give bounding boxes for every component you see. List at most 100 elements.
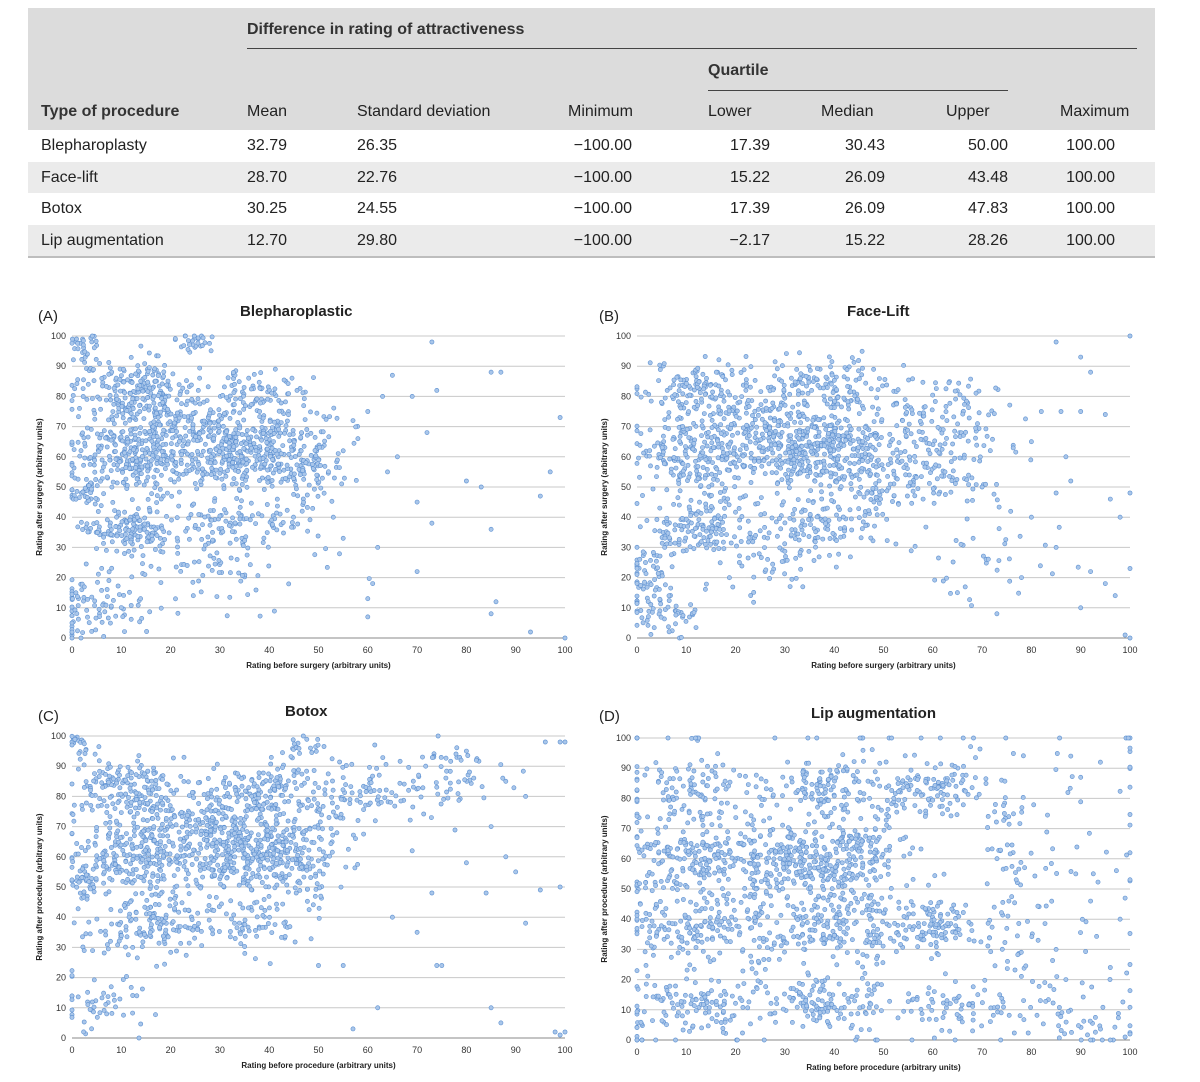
data-point: [94, 825, 99, 830]
data-point: [286, 451, 292, 457]
data-point: [273, 802, 279, 807]
data-point: [966, 383, 971, 389]
data-point: [201, 866, 207, 872]
data-point: [240, 393, 246, 399]
col-header-mean: Mean: [247, 103, 288, 120]
x-tick-label: 20: [166, 1045, 176, 1055]
data-point: [168, 441, 174, 447]
data-point: [188, 512, 194, 517]
data-point: [71, 357, 76, 363]
data-point: [786, 413, 792, 419]
data-point: [713, 531, 719, 537]
data-point: [870, 444, 876, 450]
data-point: [152, 378, 158, 384]
data-point: [237, 521, 243, 527]
data-point: [202, 441, 208, 447]
data-point: [312, 893, 318, 899]
data-point: [729, 367, 735, 373]
data-point: [75, 851, 81, 857]
data-point: [950, 468, 956, 474]
data-point: [88, 426, 94, 432]
data-point: [805, 498, 811, 503]
data-point: [276, 426, 281, 432]
data-point: [69, 830, 75, 836]
data-point: [122, 395, 128, 401]
data-point: [779, 477, 785, 482]
data-point: [822, 397, 827, 403]
data-point: [100, 863, 106, 869]
data-point: [69, 604, 75, 610]
data-point: [155, 353, 161, 359]
data-point: [161, 373, 166, 379]
data-point: [125, 876, 130, 882]
data-point: [810, 500, 816, 505]
data-point: [80, 386, 86, 391]
data-point: [184, 563, 190, 568]
data-point: [952, 455, 958, 461]
data-point: [265, 544, 271, 550]
data-point: [788, 375, 794, 381]
data-point: [704, 443, 710, 449]
data-point: [185, 883, 191, 889]
data-point: [69, 382, 75, 388]
data-point: [719, 481, 725, 487]
data-point: [75, 476, 81, 482]
data-point: [793, 555, 799, 561]
data-point: [973, 390, 979, 396]
data-point: [136, 441, 142, 447]
data-point: [732, 445, 737, 451]
data-point: [125, 773, 131, 779]
data-point: [248, 845, 254, 851]
data-point: [1053, 544, 1059, 550]
data-point: [208, 454, 214, 460]
data-point: [711, 445, 716, 450]
data-point: [144, 478, 149, 484]
data-point: [189, 452, 195, 457]
data-point: [643, 571, 649, 577]
data-point: [274, 527, 280, 533]
data-point: [295, 493, 301, 499]
data-point: [917, 418, 923, 424]
data-point: [119, 933, 124, 938]
data-point: [96, 774, 102, 779]
data-point: [231, 830, 237, 836]
data-point: [647, 360, 653, 366]
data-point: [304, 427, 310, 432]
data-point: [863, 380, 869, 386]
data-point: [200, 335, 206, 341]
data-point: [421, 811, 427, 817]
data-point: [428, 815, 434, 820]
data-point: [133, 891, 139, 897]
data-point: [286, 581, 292, 587]
data-point: [91, 778, 96, 784]
x-tick-label: 100: [557, 1045, 572, 1055]
data-point: [700, 371, 706, 377]
data-point: [640, 549, 646, 555]
data-point: [103, 602, 109, 608]
data-point: [268, 755, 274, 760]
data-point: [168, 816, 174, 822]
data-point: [779, 460, 785, 466]
data-point: [118, 388, 123, 394]
data-point: [231, 390, 237, 395]
data-point: [652, 528, 658, 534]
data-point: [671, 501, 676, 507]
data-point: [902, 397, 908, 402]
data-point: [879, 417, 885, 422]
data-point: [334, 457, 340, 463]
data-point: [107, 764, 113, 770]
data-point: [774, 366, 780, 372]
data-point: [685, 462, 691, 468]
data-point: [869, 490, 874, 496]
data-point: [320, 871, 326, 877]
data-point: [389, 790, 395, 795]
data-point: [291, 514, 296, 520]
data-point: [815, 459, 821, 465]
data-point: [104, 384, 109, 389]
data-point: [743, 446, 749, 451]
data-point: [159, 821, 165, 827]
data-point: [118, 908, 123, 914]
data-point: [116, 509, 121, 515]
data-point: [151, 419, 157, 425]
data-point: [634, 610, 640, 615]
